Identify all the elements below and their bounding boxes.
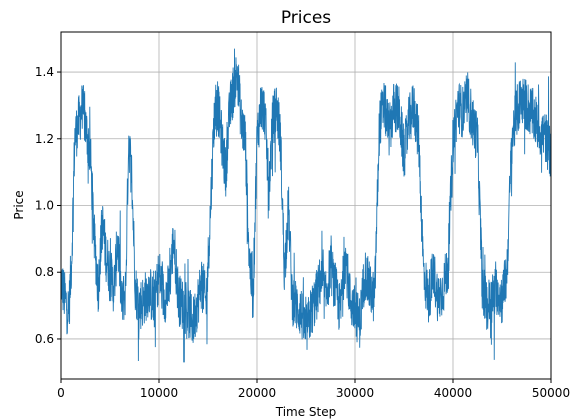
price-series-line: [60, 48, 552, 363]
y-tick-label: 0.8: [35, 265, 54, 279]
x-tick-label: 20000: [238, 386, 276, 400]
y-axis: 0.6 0.8 1.0 1.2 1.4: [35, 65, 61, 346]
x-tick-label: 50000: [532, 386, 570, 400]
y-tick-label: 1.4: [35, 65, 54, 79]
x-tick-label: 40000: [434, 386, 472, 400]
x-tick-label: 10000: [140, 386, 178, 400]
x-axis-label: Time Step: [275, 405, 337, 419]
y-tick-label: 0.6: [35, 332, 54, 346]
x-axis: 0 10000 20000 30000 40000 50000: [57, 379, 570, 400]
x-tick-label: 0: [57, 386, 65, 400]
series-layer: [60, 48, 552, 363]
y-axis-label: Price: [12, 190, 26, 219]
chart-title: Prices: [281, 8, 331, 28]
y-tick-label: 1.2: [35, 132, 54, 146]
x-tick-label: 30000: [336, 386, 374, 400]
y-tick-label: 1.0: [35, 199, 54, 213]
